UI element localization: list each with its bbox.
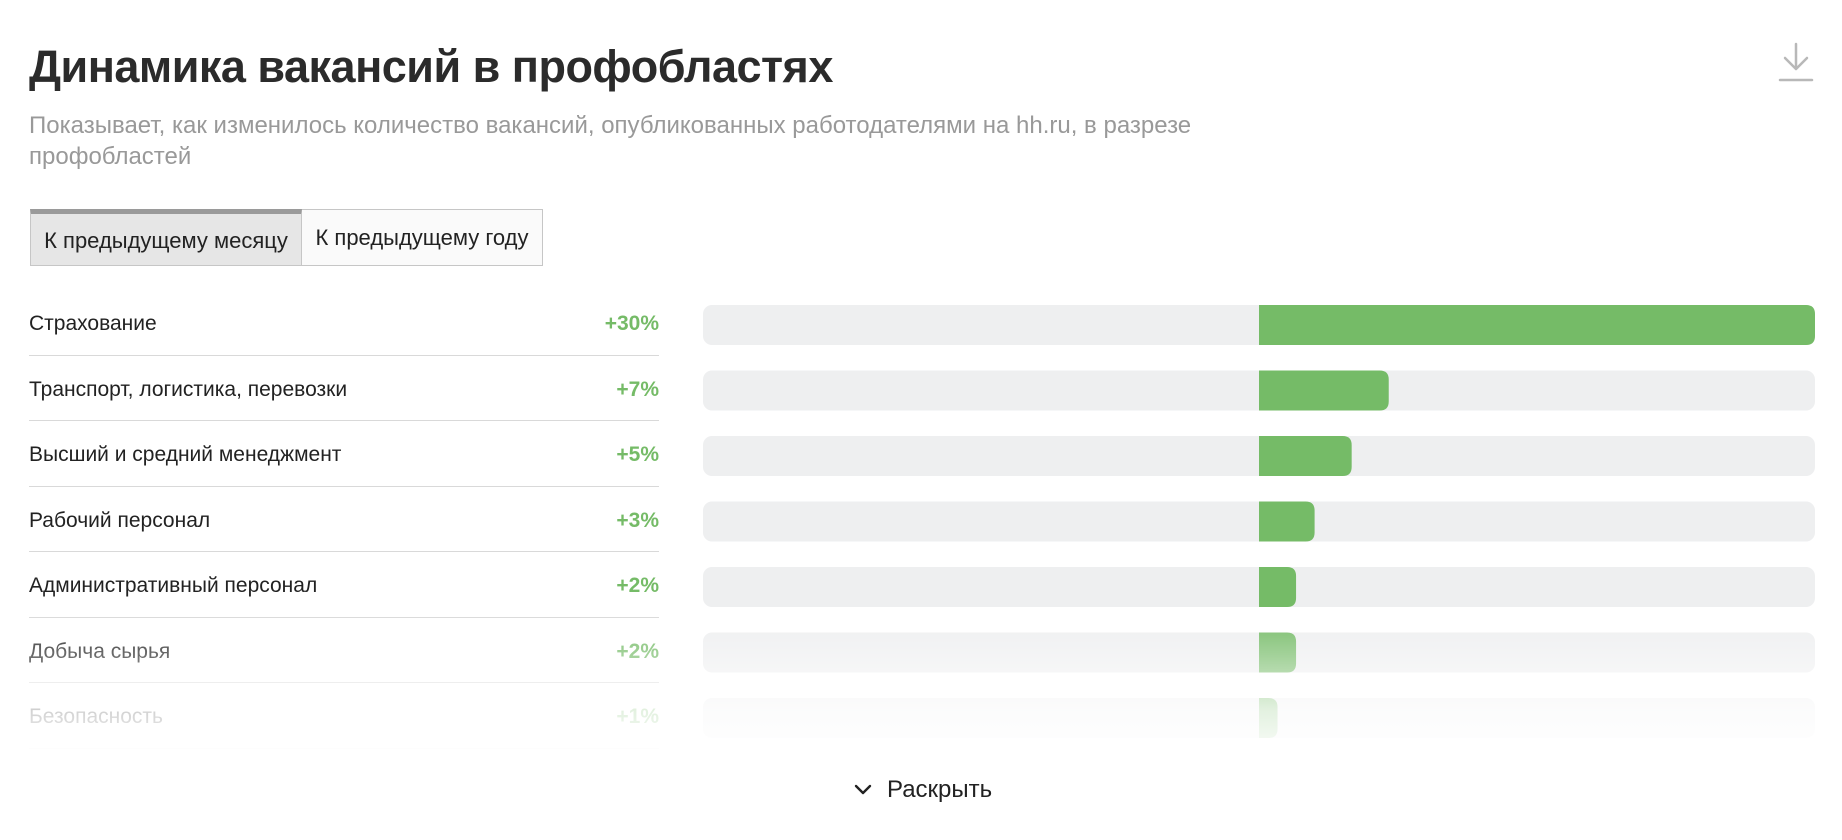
page-subtitle: Показывает, как изменилось количество ва… [29,112,1192,170]
category-value-label: +2% [616,574,659,597]
category-row: Безопасность +1% [29,683,659,749]
tab-previous-year[interactable]: К предыдущему году [302,209,543,266]
category-value-label: +30% [604,312,659,335]
bar-value [1259,632,1297,673]
category-value-label: +7% [616,377,659,401]
category-row: Добыча сырья +2% [29,618,659,683]
download-icon[interactable] [1778,42,1814,82]
category-label: Транспорт, логистика, перевозки [29,377,348,401]
bar-value [1259,698,1278,738]
page-title: Динамика вакансий в профобластях [29,41,833,92]
tab-previous-month[interactable]: К предыдущему месяцу [30,209,302,266]
category-label: Рабочий персонал [29,508,211,532]
category-label: Страхование [29,312,157,335]
category-row: Страхование +30% [29,290,659,356]
category-label: Безопасность [29,705,163,728]
bar-value [1259,567,1297,607]
category-value-label: +1% [616,705,659,728]
period-tabs: К предыдущему месяцу К предыдущему году [30,209,543,266]
category-label: Высший и средний менеджмент [29,443,342,466]
category-label: Добыча сырья [29,639,171,663]
chevron-down-icon [854,784,872,795]
category-value-label: +3% [616,508,659,532]
bar-value [1259,305,1815,345]
category-row: Административный персонал +2% [29,552,659,618]
category-label: Административный персонал [29,574,318,597]
download-icon-svg [1778,42,1814,82]
category-row: Высший и средний менеджмент +5% [29,421,659,487]
chart-header: Динамика вакансий в профобластях Показыв… [29,40,1369,172]
expand-button[interactable]: Раскрыть [851,776,992,804]
bar-value [1259,501,1315,542]
category-row: Транспорт, логистика, перевозки +7% [29,356,659,421]
expand-label: Раскрыть [887,776,993,803]
bar-chart [703,305,1815,738]
bar-value [1259,370,1389,411]
category-row: Рабочий персонал +3% [29,487,659,552]
category-list: Страхование +30% Транспорт, логистика, пер… [29,290,659,749]
bar-value [1259,436,1352,476]
category-value-label: +5% [616,443,659,466]
category-value-label: +2% [616,639,659,663]
